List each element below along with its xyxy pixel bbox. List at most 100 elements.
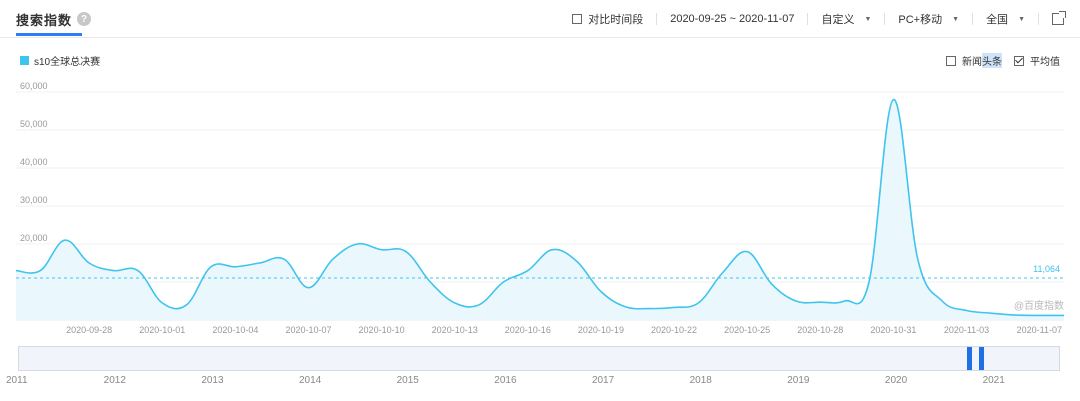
- x-tick-label: 2020-11-07: [1017, 325, 1062, 335]
- data-point[interactable]: [839, 295, 851, 307]
- data-point[interactable]: [619, 301, 631, 313]
- x-tick-label: 2020-10-31: [870, 325, 916, 335]
- x-tick-label: 2020-11-03: [944, 325, 989, 335]
- device-label: PC+移动: [898, 14, 943, 26]
- compare-period-label: 对比时间段: [588, 14, 644, 26]
- data-point[interactable]: [887, 94, 899, 106]
- data-point[interactable]: [473, 299, 485, 311]
- navigator-year-label: 2018: [689, 375, 712, 386]
- data-point[interactable]: [912, 253, 924, 265]
- average-toggle[interactable]: 平均值: [1014, 53, 1060, 68]
- data-point[interactable]: [766, 278, 778, 290]
- data-point[interactable]: [376, 244, 388, 256]
- x-tick-label: 2020-10-22: [651, 325, 697, 335]
- data-point[interactable]: [302, 282, 314, 294]
- series-area: [16, 99, 1064, 320]
- chart-legend[interactable]: s10全球总决赛: [20, 53, 100, 68]
- share-button[interactable]: [1039, 11, 1066, 25]
- data-point[interactable]: [717, 267, 729, 279]
- data-point[interactable]: [181, 299, 193, 311]
- share-icon: [1052, 11, 1066, 25]
- x-tick-label: 2020-10-10: [359, 325, 405, 335]
- data-point[interactable]: [741, 246, 753, 258]
- data-point[interactable]: [132, 265, 144, 277]
- data-point[interactable]: [985, 307, 997, 319]
- date-range-value: 2020-09-25 ~ 2020-11-07: [670, 13, 795, 25]
- data-point[interactable]: [522, 265, 534, 277]
- chart-options: 新闻 头条 平均值: [934, 53, 1060, 68]
- navigator-year-label: 2020: [884, 375, 908, 386]
- device-dropdown[interactable]: PC+移动 ▼: [885, 13, 974, 26]
- active-tab-underline: [16, 33, 82, 36]
- page-title[interactable]: 搜索指数: [16, 12, 73, 28]
- data-point[interactable]: [254, 257, 266, 269]
- navigator-range-handle[interactable]: [967, 347, 973, 370]
- x-tick-label: 2020-09-28: [66, 325, 112, 335]
- news-label: 新闻: [962, 57, 982, 68]
- data-point[interactable]: [34, 265, 46, 277]
- data-point[interactable]: [156, 297, 168, 309]
- navigator-range-handle[interactable]: [978, 347, 984, 370]
- data-point[interactable]: [59, 234, 71, 246]
- data-point[interactable]: [546, 244, 558, 256]
- region-label: 全国: [986, 14, 1009, 26]
- headline-label: 头条: [982, 53, 1002, 68]
- date-range-picker[interactable]: 2020-09-25 ~ 2020-11-07: [657, 13, 809, 25]
- data-point[interactable]: [571, 255, 583, 267]
- y-tick-label: 50,000: [20, 119, 48, 129]
- x-tick-label: 2020-10-25: [724, 325, 770, 335]
- legend-series-name: s10全球总决赛: [34, 57, 101, 68]
- data-point[interactable]: [936, 295, 948, 307]
- x-axis-ticks: 2020-09-28 2020-10-01 2020-10-04 2020-10-07…: [66, 325, 1062, 335]
- navigator-year-label: 2017: [591, 375, 615, 386]
- x-tick-label: 2020-10-16: [505, 325, 551, 335]
- region-dropdown[interactable]: 全国 ▼: [973, 13, 1039, 26]
- data-point[interactable]: [327, 253, 339, 265]
- data-point[interactable]: [107, 265, 119, 277]
- data-point[interactable]: [449, 297, 461, 309]
- data-point[interactable]: [205, 261, 217, 273]
- data-point[interactable]: [229, 261, 241, 273]
- navigator-year-labels: 2011 2012 2013 2014 2015 2016 2017 2018 2019 2020…: [0, 375, 1080, 391]
- data-point[interactable]: [400, 246, 412, 258]
- data-point[interactable]: [692, 297, 704, 309]
- time-navigator[interactable]: [18, 346, 1060, 371]
- average-checkbox[interactable]: [1014, 55, 1024, 66]
- data-point[interactable]: [10, 265, 22, 277]
- data-point[interactable]: [595, 286, 607, 298]
- x-tick-label: 2020-10-07: [285, 325, 331, 335]
- data-point[interactable]: [790, 295, 802, 307]
- y-tick-label: 30,000: [20, 195, 48, 205]
- y-tick-label: 60,000: [20, 81, 48, 91]
- watermark: @百度指数: [1013, 301, 1064, 312]
- title-group: 搜索指数 ?: [16, 0, 92, 38]
- data-point[interactable]: [351, 238, 363, 250]
- x-tick-label: 2020-10-13: [432, 325, 478, 335]
- navigator-year-label: 2019: [787, 375, 810, 386]
- custom-range-dropdown[interactable]: 自定义 ▼: [808, 13, 886, 26]
- x-tick-label: 2020-10-04: [212, 325, 258, 335]
- compare-period-checkbox[interactable]: [572, 14, 583, 24]
- header: 搜索指数 ? 对比时间段 2020-09-25 ~ 2020-11-07 自定义…: [0, 0, 1080, 38]
- compare-period-toggle[interactable]: 对比时间段: [559, 13, 658, 26]
- data-point[interactable]: [83, 257, 95, 269]
- news-headline-toggle[interactable]: 新闻 头条: [946, 53, 1002, 68]
- x-tick-label: 2020-10-28: [797, 325, 843, 335]
- news-headline-checkbox[interactable]: [946, 55, 956, 66]
- data-point[interactable]: [814, 296, 826, 308]
- series-line[interactable]: [15, 98, 1065, 317]
- data-point[interactable]: [644, 303, 656, 315]
- average-value-label: 11,064: [1033, 264, 1060, 274]
- chart-series[interactable]: [10, 94, 1070, 322]
- custom-range-label: 自定义: [821, 14, 855, 26]
- data-point[interactable]: [278, 253, 290, 265]
- average-label: 平均值: [1030, 57, 1060, 68]
- data-point[interactable]: [668, 301, 680, 313]
- navigator-year-label: 2012: [103, 375, 126, 386]
- chevron-down-icon: ▼: [952, 15, 960, 23]
- navigator-year-label: 2015: [396, 375, 419, 386]
- data-point[interactable]: [961, 305, 973, 317]
- help-icon[interactable]: ?: [77, 12, 92, 26]
